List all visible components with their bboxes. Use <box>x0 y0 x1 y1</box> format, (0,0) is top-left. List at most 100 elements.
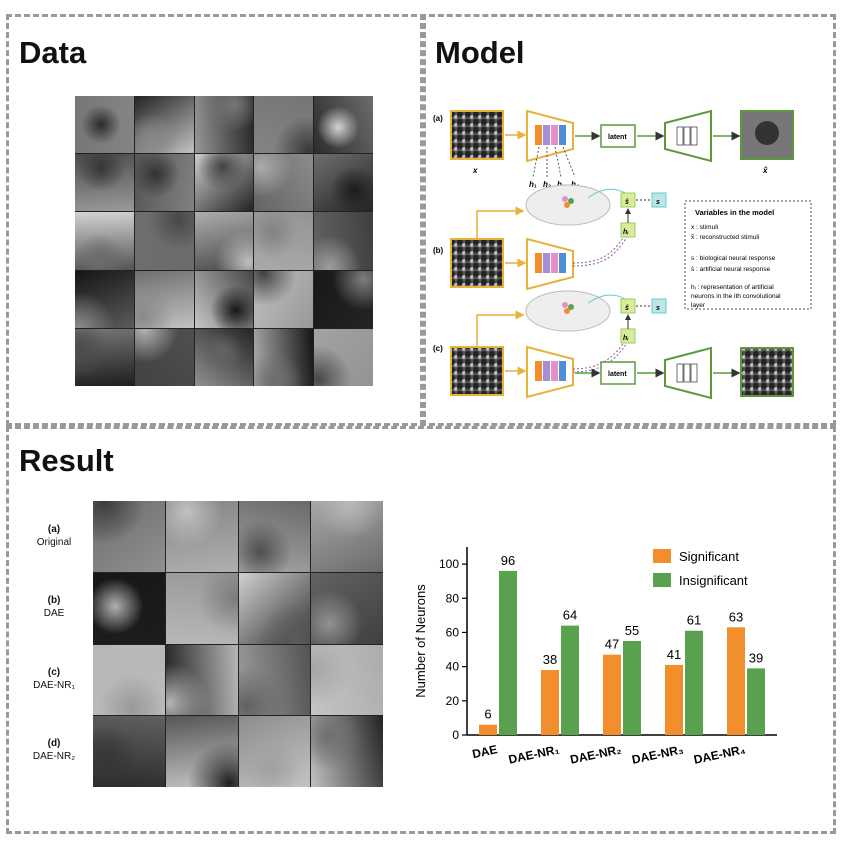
svg-text:h₂: h₂ <box>543 180 551 189</box>
reconstruction-tile <box>311 716 383 787</box>
stimulus-tile <box>314 96 373 154</box>
bar-significant <box>541 670 559 735</box>
stimulus-tile <box>194 270 254 328</box>
bar-data-label: 61 <box>687 613 701 628</box>
reconstruction-tile <box>165 501 238 572</box>
legend-title: Variables in the model <box>695 208 774 217</box>
bar-insignificant <box>685 630 703 735</box>
svg-text:ŝ: ŝ <box>625 305 629 312</box>
xhat-label: x̂ <box>762 166 768 175</box>
stimulus-tile <box>75 96 134 154</box>
model-panel-title: Model <box>435 35 525 70</box>
stimulus-tile <box>75 212 134 270</box>
stimulus-tile <box>134 212 194 270</box>
bar-significant <box>727 627 745 735</box>
reconstruction-tile <box>93 716 165 787</box>
svg-text:hᵢ: hᵢ <box>623 335 629 342</box>
legend-label: Insignificant <box>679 573 748 588</box>
model-row-a-label: (a) <box>433 114 443 123</box>
y-tick-label: 40 <box>446 660 460 674</box>
svg-text:s : biological neural response: s : biological neural response <box>691 255 776 262</box>
svg-text:ŝ: ŝ <box>625 199 629 206</box>
model-diagram: (a) x h₁ h₂ h₃ h₄ latent x̂ (b) <box>433 109 812 400</box>
bar-data-label: 47 <box>605 637 619 652</box>
bar-data-label: 39 <box>749 650 763 665</box>
y-tick-label: 100 <box>439 557 459 571</box>
svg-text:latent: latent <box>608 371 627 378</box>
stimulus-tile <box>314 270 373 328</box>
x-label: x <box>472 166 478 175</box>
stimulus-tile <box>75 328 134 386</box>
reconstruction-image-grid <box>93 501 383 787</box>
bar-data-label: 63 <box>729 609 743 624</box>
stimulus-tile <box>314 154 373 212</box>
y-tick-label: 80 <box>446 591 460 605</box>
model-row-b-label: (b) <box>433 246 444 255</box>
latent-box-a <box>600 124 636 148</box>
stimulus-tile <box>194 154 254 212</box>
bar-data-label: 38 <box>543 652 557 667</box>
bar-significant <box>665 664 683 735</box>
bar-data-label: 64 <box>563 608 577 623</box>
legend-label: Significant <box>679 549 739 564</box>
stimulus-tile <box>134 96 194 154</box>
stimulus-tile <box>254 328 314 386</box>
data-panel-title: Data <box>19 35 87 70</box>
reconstruction-tile <box>165 572 238 644</box>
reconstruction-tile <box>165 716 238 787</box>
h-labels: h₁ h₂ h₃ h₄ <box>529 180 579 189</box>
latent-box-c <box>600 361 636 385</box>
reconstruction-row-label: (a) Original <box>36 523 72 548</box>
input-stimulus-c <box>450 346 504 396</box>
reconstruction-tile <box>93 501 165 572</box>
input-stimulus-a <box>450 110 504 160</box>
svg-text:x̂ : reconstructed stimuli: x̂ : reconstructed stimuli <box>691 234 760 241</box>
svg-text:layer: layer <box>691 302 706 309</box>
result-panel: Result (a) Original (b) DAE (c) DAE-NR₁ (d) DAE… <box>6 426 836 834</box>
stimulus-tile <box>134 154 194 212</box>
svg-text:hᵢ: hᵢ <box>623 229 629 236</box>
svg-text:neurons in the ith convolution: neurons in the ith convolutional <box>691 293 781 300</box>
stimulus-tile <box>254 212 314 270</box>
stimulus-tile <box>75 270 134 328</box>
stimulus-tile <box>314 212 373 270</box>
data-panel: Data <box>6 14 426 426</box>
reconstruction-tile <box>311 501 383 572</box>
reconstruction-row-label: (c) DAE-NR₁ <box>33 666 75 691</box>
reconstruction-tile <box>93 644 165 716</box>
stimulus-tile <box>194 212 254 270</box>
x-tick-label: DAE-NR₂ <box>569 742 623 767</box>
stimulus-tile <box>254 270 314 328</box>
reconstruction-tile <box>238 501 311 572</box>
reconstruction-tile <box>238 716 311 787</box>
variables-legend <box>684 200 812 310</box>
reconstruction-tile <box>311 572 383 644</box>
bar-data-label: 6 <box>484 707 491 722</box>
legend-swatch <box>653 549 671 563</box>
reconstruction-tile <box>93 572 165 644</box>
svg-text:s: s <box>656 199 660 206</box>
stimulus-tile <box>254 96 314 154</box>
bar-insignificant <box>561 625 579 735</box>
reconstruction-row-label: (d) DAE-NR₂ <box>32 738 76 763</box>
bar-insignificant <box>747 668 765 735</box>
reconstruction-tile <box>311 644 383 716</box>
svg-text:h₁: h₁ <box>529 180 537 189</box>
stimulus-tile <box>134 270 194 328</box>
reconstruction-tile <box>238 644 311 716</box>
svg-text:h₃: h₃ <box>557 180 565 189</box>
svg-text:x : stimuli: x : stimuli <box>691 224 718 231</box>
y-tick-label: 20 <box>446 694 460 708</box>
x-tick-label: DAE <box>471 742 499 761</box>
y-axis-title: Number of Neurons <box>413 584 428 698</box>
reconstruction-tile <box>165 644 238 716</box>
svg-text:ŝ : artificial neural response: ŝ : artificial neural response <box>691 266 771 273</box>
reconstruction-c <box>740 347 794 397</box>
y-tick-label: 60 <box>446 625 460 639</box>
stimulus-tile <box>254 154 314 212</box>
neuron-count-bar-chart: 0 20 40 60 80 100 Number of Neurons 6 96 DAE 38 64 D… <box>413 547 777 767</box>
reconstruction-tile <box>238 572 311 644</box>
legend-swatch <box>653 573 671 587</box>
x-tick-label: DAE-NR₃ <box>631 742 685 767</box>
svg-text:h₄: h₄ <box>571 180 579 189</box>
